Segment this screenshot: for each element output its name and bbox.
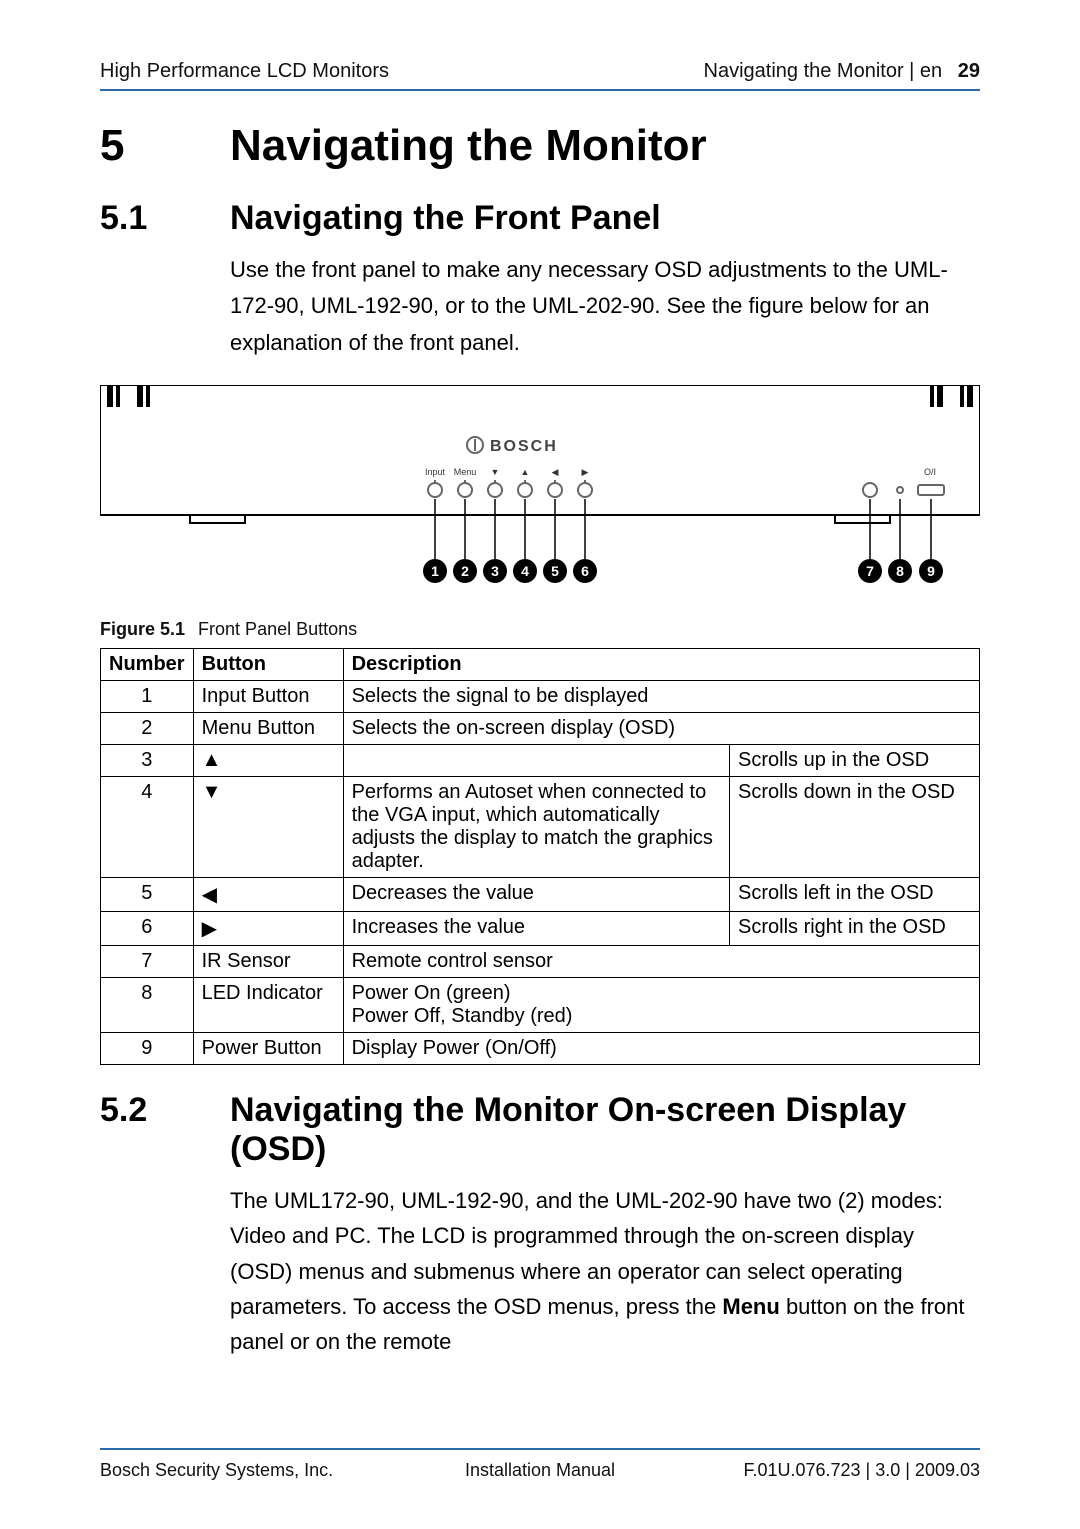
- section-5-2-heading: 5.2 Navigating the Monitor On-screen Dis…: [100, 1091, 980, 1169]
- figure-number: Figure 5.1: [100, 619, 185, 639]
- svg-text:Menu: Menu: [454, 467, 477, 477]
- section-5-1-paragraph: Use the front panel to make any necessar…: [230, 252, 980, 361]
- col-button: Button: [193, 648, 343, 680]
- header-right: Navigating the Monitor | en 29: [704, 60, 980, 83]
- svg-text:9: 9: [927, 563, 935, 579]
- svg-text:▼: ▼: [491, 467, 500, 477]
- svg-text:Input: Input: [425, 467, 446, 477]
- footer-left: Bosch Security Systems, Inc.: [100, 1460, 333, 1481]
- table-row: 6▶Increases the valueScrolls right in th…: [101, 911, 980, 945]
- svg-text:2: 2: [461, 563, 469, 579]
- chapter-title: Navigating the Monitor: [230, 121, 707, 171]
- front-panel-table: Number Button Description 1Input ButtonS…: [100, 648, 980, 1065]
- svg-text:4: 4: [521, 563, 529, 579]
- table-row: 1Input ButtonSelects the signal to be di…: [101, 680, 980, 712]
- svg-text:O/I: O/I: [924, 467, 936, 477]
- chapter-heading: 5 Navigating the Monitor: [100, 121, 980, 171]
- svg-text:1: 1: [431, 563, 439, 579]
- para-bold: Menu: [722, 1294, 779, 1319]
- table-row: 5◀Decreases the valueScrolls left in the…: [101, 877, 980, 911]
- table-row: 3▲Scrolls up in the OSD: [101, 744, 980, 776]
- svg-text:8: 8: [896, 563, 904, 579]
- table-row: 4▼Performs an Autoset when connected to …: [101, 776, 980, 877]
- svg-text:▲: ▲: [521, 467, 530, 477]
- section-5-1-number: 5.1: [100, 199, 230, 238]
- svg-text:7: 7: [866, 563, 874, 579]
- svg-text:▶: ▶: [582, 467, 589, 477]
- table-row: 8LED IndicatorPower On (green) Power Off…: [101, 977, 980, 1032]
- svg-text:3: 3: [491, 563, 499, 579]
- svg-text:◀: ◀: [552, 467, 559, 477]
- table-row: 9Power ButtonDisplay Power (On/Off): [101, 1032, 980, 1064]
- header-left: High Performance LCD Monitors: [100, 60, 389, 83]
- col-description: Description: [343, 648, 979, 680]
- page-footer: Bosch Security Systems, Inc. Installatio…: [100, 1448, 980, 1481]
- brand-label: BOSCH: [490, 438, 558, 455]
- section-5-2-number: 5.2: [100, 1091, 230, 1130]
- figure-5-1: BOSCH Input Menu ▼ ▲ ◀ ▶: [100, 385, 980, 640]
- table-row: 7IR SensorRemote control sensor: [101, 945, 980, 977]
- figure-caption: Figure 5.1 Front Panel Buttons: [100, 619, 980, 640]
- section-5-2-paragraph: The UML172-90, UML-192-90, and the UML-2…: [230, 1183, 980, 1359]
- table-row: 2Menu ButtonSelects the on-screen displa…: [101, 712, 980, 744]
- svg-text:5: 5: [551, 563, 559, 579]
- page-header: High Performance LCD Monitors Navigating…: [100, 60, 980, 91]
- page-number: 29: [958, 60, 980, 82]
- svg-text:6: 6: [581, 563, 589, 579]
- chapter-number: 5: [100, 121, 230, 171]
- figure-caption-text: Front Panel Buttons: [198, 619, 357, 639]
- front-panel-diagram: BOSCH Input Menu ▼ ▲ ◀ ▶: [100, 385, 980, 585]
- header-right-text: Navigating the Monitor | en: [704, 60, 943, 82]
- section-5-2-title: Navigating the Monitor On-screen Display…: [230, 1091, 980, 1169]
- footer-right: F.01U.076.723 | 3.0 | 2009.03: [743, 1460, 980, 1481]
- col-number: Number: [101, 648, 194, 680]
- section-5-1-title: Navigating the Front Panel: [230, 199, 980, 238]
- section-5-1-heading: 5.1 Navigating the Front Panel: [100, 199, 980, 238]
